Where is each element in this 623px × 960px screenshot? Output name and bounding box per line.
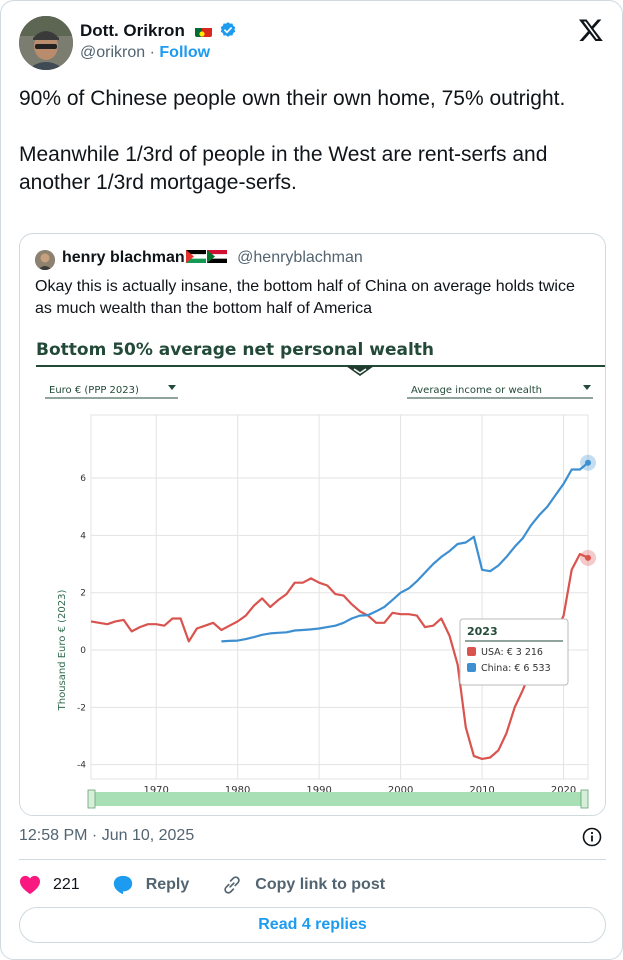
quote-author-row: henry blachman @henryblachman — [62, 249, 363, 267]
post-timestamp[interactable]: 12:58 PM · Jun 10, 2025 — [19, 827, 195, 844]
measure-dropdown-label: Average income or wealth — [411, 385, 542, 396]
read-replies-button[interactable]: Read 4 replies — [19, 907, 606, 943]
sudan-flag-icon — [206, 250, 227, 263]
plot-area — [90, 414, 589, 780]
tweet-text: 90% of Chinese people own their own home… — [19, 87, 566, 194]
x-logo-icon[interactable] — [578, 17, 604, 43]
tooltip-row: USA: € 3 216 — [481, 647, 543, 658]
x-tick-label: 1990 — [306, 785, 331, 796]
author-name-row[interactable]: Dott. Orikron — [80, 21, 237, 41]
currency-dropdown[interactable]: Euro € (PPP 2023) — [45, 385, 178, 399]
quote-author-handle: @henryblachman — [237, 249, 363, 266]
verified-badge-icon — [219, 21, 237, 39]
series-line-usa — [90, 552, 589, 760]
palestine-flag-icon — [185, 250, 206, 263]
tooltip-year: 2023 — [467, 625, 498, 638]
like-count: 221 — [53, 876, 80, 893]
action-bar: 221 Reply Copy link to post — [19, 871, 417, 899]
link-icon — [224, 876, 240, 894]
x-tick-label: 1970 — [143, 785, 168, 796]
reply-button[interactable]: Reply — [112, 874, 190, 896]
tooltip-swatch — [467, 647, 476, 656]
y-tick-label: -4 — [77, 761, 86, 771]
series-line-china — [221, 461, 589, 643]
divider-top — [19, 859, 606, 860]
portugal-flag-icon — [194, 25, 212, 37]
x-tick-label: 2000 — [388, 785, 413, 796]
like-button[interactable]: 221 — [19, 875, 80, 895]
range-slider-track — [88, 792, 588, 806]
author-handle[interactable]: @orikron — [80, 44, 146, 61]
currency-dropdown-label: Euro € (PPP 2023) — [49, 385, 139, 396]
chart-image: Bottom 50% average net personal wealth E… — [20, 330, 605, 815]
quote-text: Okay this is actually insane, the bottom… — [35, 278, 575, 317]
tooltip-box — [459, 618, 569, 686]
wealth-chart: Euro € (PPP 2023) Average income or weal… — [36, 365, 605, 809]
chart-title: Bottom 50% average net personal wealth — [36, 340, 435, 360]
x-tick-label: 2020 — [551, 785, 576, 796]
quote-author-name: henry blachman — [62, 249, 185, 266]
copy-link-button[interactable]: Copy link to post — [221, 874, 385, 896]
author-avatar[interactable] — [19, 16, 73, 70]
measure-dropdown[interactable]: Average income or wealth — [407, 385, 593, 399]
heart-icon — [20, 875, 40, 895]
author-name[interactable]: Dott. Orikron — [80, 21, 185, 40]
measure-dropdown-arrow-icon — [583, 385, 591, 390]
y-tick-label: -2 — [77, 703, 86, 713]
currency-dropdown-arrow-icon — [168, 385, 176, 390]
copy-link-label: Copy link to post — [255, 876, 386, 893]
info-icon[interactable] — [582, 827, 602, 847]
series-end-point-china — [585, 459, 591, 466]
reply-bubble-icon — [113, 875, 132, 895]
quote-author-avatar — [35, 250, 55, 270]
y-axis-label: Thousand Euro € (2023) — [57, 590, 68, 712]
tooltip-row: China: € 6 533 — [481, 663, 551, 674]
collapse-chevron-icon — [346, 366, 374, 376]
series-end-point-usa — [585, 554, 591, 561]
range-slider-left-handle — [87, 789, 96, 809]
y-tick-label: 0 — [80, 646, 86, 656]
x-tick-label: 1980 — [225, 785, 250, 796]
follow-button[interactable]: Follow — [159, 44, 211, 61]
y-tick-label: 6 — [80, 474, 86, 484]
handle-separator: · — [149, 44, 155, 61]
y-tick-label: 4 — [80, 531, 86, 541]
reply-label: Reply — [145, 876, 190, 893]
x-tick-label: 2010 — [469, 785, 494, 796]
quoted-tweet[interactable]: henry blachman @henryblachman Okay this … — [19, 233, 606, 816]
range-slider[interactable] — [87, 789, 589, 809]
y-tick-label: 2 — [80, 589, 86, 599]
range-slider-right-handle — [580, 789, 589, 809]
author-handle-line: @orikron · Follow — [80, 44, 210, 62]
tooltip-swatch — [467, 663, 476, 672]
